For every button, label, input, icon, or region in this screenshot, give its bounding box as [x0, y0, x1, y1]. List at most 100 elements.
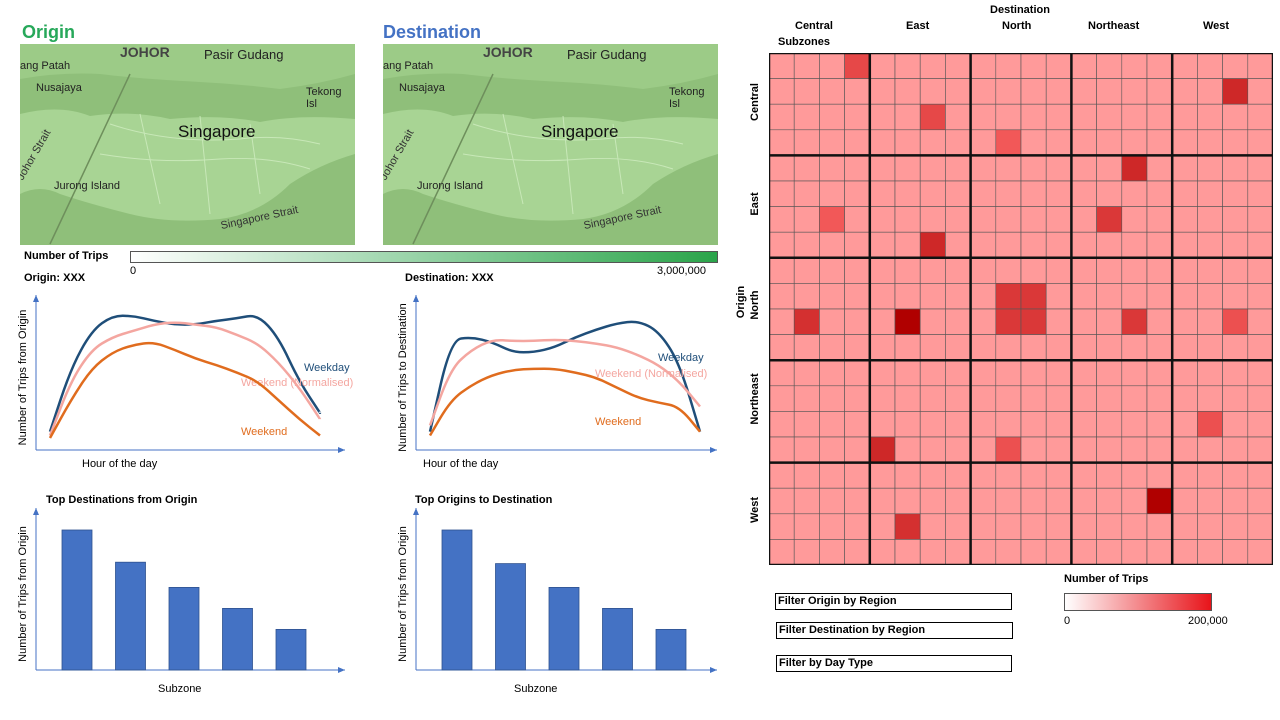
matrix-cell[interactable]: [995, 359, 1022, 387]
matrix-cell[interactable]: [844, 231, 871, 259]
matrix-cell[interactable]: [1146, 231, 1173, 259]
matrix-cell[interactable]: [919, 539, 946, 565]
matrix-cell[interactable]: [819, 180, 845, 207]
matrix-cell[interactable]: [819, 513, 845, 540]
matrix-cell[interactable]: [1247, 334, 1273, 361]
matrix-cell[interactable]: [1096, 103, 1123, 131]
matrix-cell[interactable]: [945, 539, 971, 565]
matrix-cell[interactable]: [1096, 53, 1123, 79]
matrix-cell[interactable]: [1020, 513, 1047, 540]
matrix-cell[interactable]: [919, 411, 946, 438]
matrix-cell[interactable]: [1222, 334, 1249, 361]
matrix-cell[interactable]: [894, 78, 921, 105]
matrix-cell[interactable]: [819, 206, 845, 233]
matrix-cell[interactable]: [1020, 231, 1047, 259]
matrix-cell[interactable]: [1197, 103, 1223, 131]
bar[interactable]: [655, 628, 687, 671]
matrix-cell[interactable]: [1020, 129, 1047, 156]
matrix-cell[interactable]: [1020, 539, 1047, 565]
matrix-cell[interactable]: [793, 231, 820, 259]
matrix-cell[interactable]: [970, 206, 997, 233]
matrix-cell[interactable]: [769, 155, 795, 182]
matrix-cell[interactable]: [894, 411, 921, 438]
matrix-cell[interactable]: [1171, 334, 1198, 361]
bar[interactable]: [61, 529, 93, 671]
matrix-cell[interactable]: [1121, 180, 1148, 207]
matrix-cell[interactable]: [844, 257, 871, 284]
matrix-cell[interactable]: [819, 334, 845, 361]
matrix-cell[interactable]: [793, 385, 820, 412]
bar[interactable]: [495, 563, 526, 671]
matrix-cell[interactable]: [769, 487, 795, 515]
matrix-cell[interactable]: [1045, 411, 1072, 438]
matrix-cell[interactable]: [1020, 436, 1047, 463]
matrix-cell[interactable]: [1071, 462, 1097, 489]
matrix-cell[interactable]: [844, 206, 871, 233]
matrix-cell[interactable]: [869, 231, 896, 259]
bar[interactable]: [115, 561, 146, 671]
matrix-cell[interactable]: [769, 78, 795, 105]
matrix-cell[interactable]: [1197, 206, 1223, 233]
matrix-cell[interactable]: [894, 462, 921, 489]
matrix-cell[interactable]: [894, 436, 921, 463]
matrix-cell[interactable]: [1045, 257, 1072, 284]
matrix-cell[interactable]: [1146, 539, 1173, 565]
matrix-cell[interactable]: [1020, 487, 1047, 515]
matrix-cell[interactable]: [945, 411, 971, 438]
matrix-cell[interactable]: [1096, 180, 1123, 207]
matrix-cell[interactable]: [919, 257, 946, 284]
matrix-cell[interactable]: [1171, 103, 1198, 131]
matrix-cell[interactable]: [894, 257, 921, 284]
matrix-cell[interactable]: [894, 129, 921, 156]
matrix-cell[interactable]: [869, 359, 896, 387]
matrix-cell[interactable]: [1247, 411, 1273, 438]
matrix-cell[interactable]: [945, 231, 971, 259]
matrix-cell[interactable]: [1247, 180, 1273, 207]
matrix-cell[interactable]: [1222, 155, 1249, 182]
matrix-cell[interactable]: [1171, 308, 1198, 335]
matrix-cell[interactable]: [919, 513, 946, 540]
matrix-cell[interactable]: [1171, 539, 1198, 565]
matrix-cell[interactable]: [869, 283, 896, 310]
matrix-cell[interactable]: [1020, 78, 1047, 105]
matrix-cell[interactable]: [793, 513, 820, 540]
matrix-cell[interactable]: [1197, 78, 1223, 105]
matrix-cell[interactable]: [793, 180, 820, 207]
matrix-cell[interactable]: [945, 78, 971, 105]
matrix-cell[interactable]: [894, 487, 921, 515]
matrix-cell[interactable]: [1171, 206, 1198, 233]
matrix-cell[interactable]: [1096, 155, 1123, 182]
matrix-cell[interactable]: [894, 513, 921, 540]
matrix-cell[interactable]: [1045, 129, 1072, 156]
matrix-cell[interactable]: [970, 462, 997, 489]
matrix-cell[interactable]: [1146, 308, 1173, 335]
matrix-cell[interactable]: [1121, 411, 1148, 438]
matrix-cell[interactable]: [1121, 513, 1148, 540]
matrix-cell[interactable]: [1071, 487, 1097, 515]
bar[interactable]: [222, 608, 253, 671]
filter-destination-region[interactable]: Filter Destination by Region: [776, 622, 1013, 639]
matrix-cell[interactable]: [995, 283, 1022, 310]
matrix-cell[interactable]: [819, 257, 845, 284]
matrix-cell[interactable]: [769, 308, 795, 335]
matrix-cell[interactable]: [819, 539, 845, 565]
matrix-cell[interactable]: [1121, 206, 1148, 233]
matrix-cell[interactable]: [1071, 155, 1097, 182]
matrix-cell[interactable]: [894, 359, 921, 387]
matrix-cell[interactable]: [1121, 462, 1148, 489]
matrix-cell[interactable]: [1045, 513, 1072, 540]
matrix-cell[interactable]: [844, 513, 871, 540]
matrix-cell[interactable]: [769, 385, 795, 412]
matrix-cell[interactable]: [844, 155, 871, 182]
matrix-cell[interactable]: [1146, 385, 1173, 412]
matrix-cell[interactable]: [1247, 385, 1273, 412]
matrix-cell[interactable]: [919, 78, 946, 105]
matrix-cell[interactable]: [769, 462, 795, 489]
matrix-cell[interactable]: [769, 513, 795, 540]
matrix-cell[interactable]: [894, 539, 921, 565]
matrix-cell[interactable]: [869, 155, 896, 182]
matrix-cell[interactable]: [1121, 359, 1148, 387]
matrix-cell[interactable]: [1045, 206, 1072, 233]
matrix-cell[interactable]: [1121, 539, 1148, 565]
matrix-cell[interactable]: [819, 462, 845, 489]
